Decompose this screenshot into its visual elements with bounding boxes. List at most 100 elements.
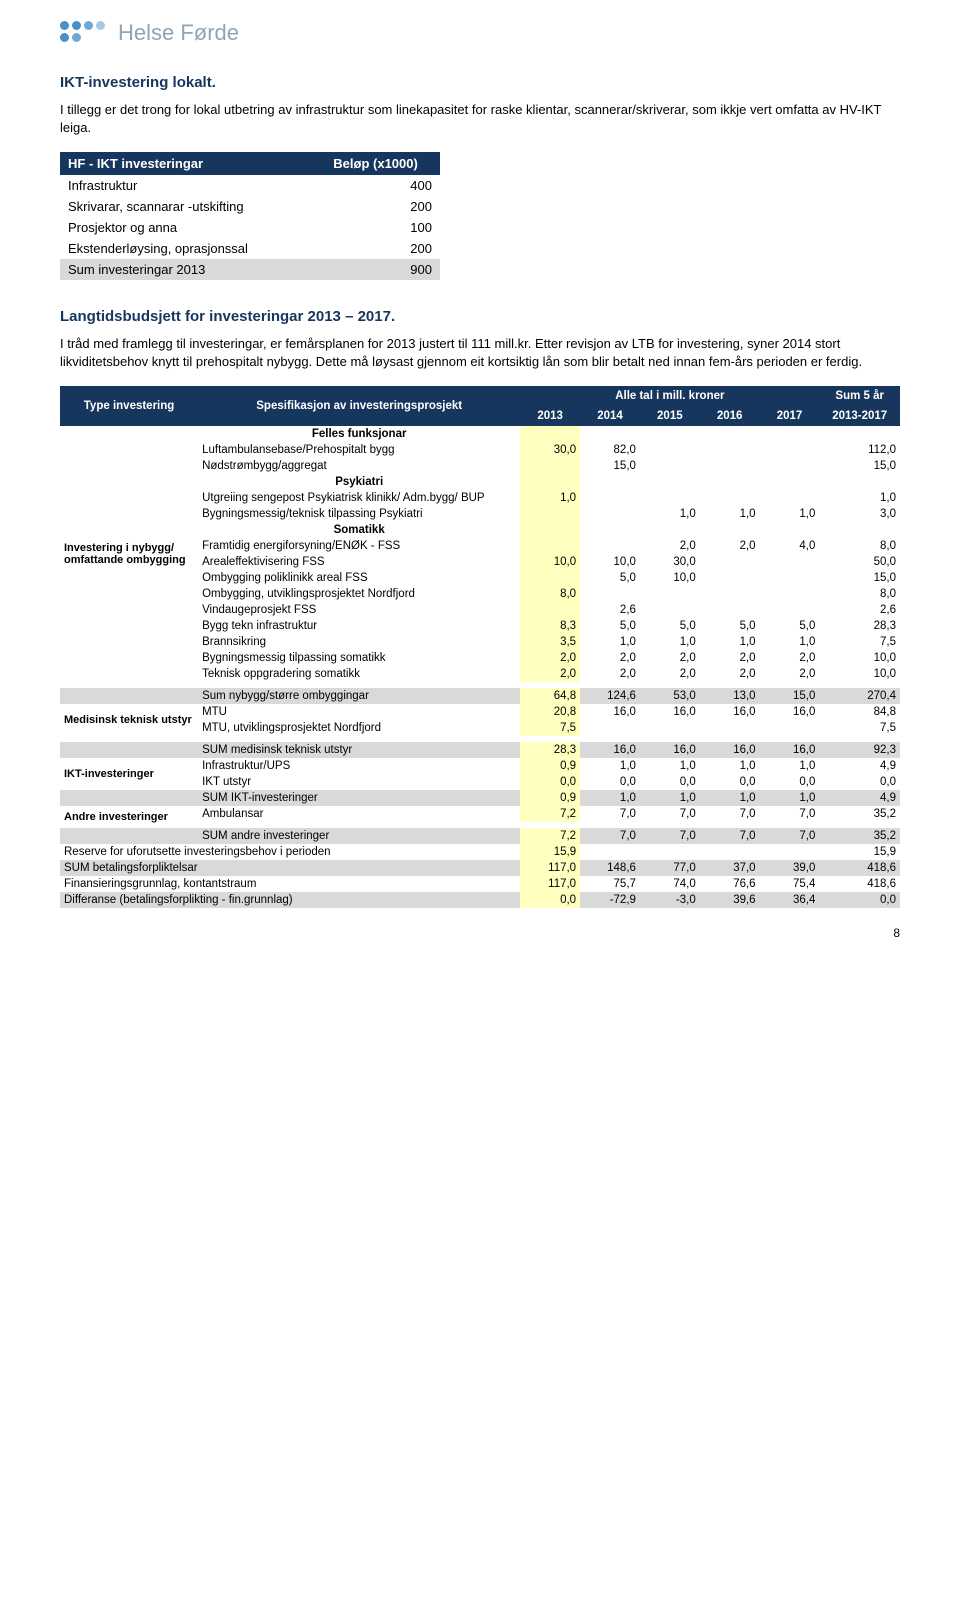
cell: 2,0 xyxy=(520,650,580,666)
cell-label: Sum investeringar 2013 xyxy=(60,259,311,280)
cell: 418,6 xyxy=(819,876,900,892)
cell: 1,0 xyxy=(700,634,760,650)
cell: 124,6 xyxy=(580,688,640,704)
cell-value: 400 xyxy=(311,175,440,196)
cell: 8,0 xyxy=(819,586,900,602)
cell: 30,0 xyxy=(520,442,580,458)
sum-row: SUM IKT-investeringer0,91,01,01,01,04,9 xyxy=(60,790,900,806)
cell-label: Arealeffektivisering FSS xyxy=(198,554,520,570)
cell-label: Infrastruktur xyxy=(60,175,311,196)
cell: 8,0 xyxy=(819,538,900,554)
cell xyxy=(760,458,820,474)
table-row: IKT-investeringer Infrastruktur/UPS0,91,… xyxy=(60,758,900,774)
th-year: 2016 xyxy=(700,406,760,426)
type-label: Investering i nybygg/ omfattande ombyggi… xyxy=(60,426,198,682)
cell-label: Ombygging poliklinikk areal FSS xyxy=(198,570,520,586)
cell-label: Ombygging, utviklingsprosjektet Nordfjor… xyxy=(198,586,520,602)
cell: 0,0 xyxy=(819,774,900,790)
cell xyxy=(640,720,700,736)
cell xyxy=(640,602,700,618)
section-header: Psykiatri xyxy=(198,474,520,490)
cell: 64,8 xyxy=(520,688,580,704)
th-year: 2014 xyxy=(580,406,640,426)
cell xyxy=(700,602,760,618)
cell: 84,8 xyxy=(819,704,900,720)
cell: 82,0 xyxy=(580,442,640,458)
cell: 1,0 xyxy=(819,490,900,506)
cell xyxy=(640,442,700,458)
cell: 16,0 xyxy=(580,704,640,720)
footer-row: Reserve for uforutsette investeringsbeho… xyxy=(60,844,900,860)
cell: 7,5 xyxy=(520,720,580,736)
cell: 1,0 xyxy=(580,758,640,774)
cell: 2,0 xyxy=(580,666,640,682)
footer-row: SUM betalingsforpliktelsar117,0148,677,0… xyxy=(60,860,900,876)
cell: 4,0 xyxy=(760,538,820,554)
section2-heading: Langtidsbudsjett for investeringar 2013 … xyxy=(60,308,900,325)
table-row: Investering i nybygg/ omfattande ombyggi… xyxy=(60,426,900,442)
cell-label: IKT utstyr xyxy=(198,774,520,790)
th-spec: Spesifikasjon av investeringsprosjekt xyxy=(198,386,520,426)
cell: 28,3 xyxy=(819,618,900,634)
cell xyxy=(640,490,700,506)
cell: 7,0 xyxy=(700,806,760,822)
cell: 15,0 xyxy=(819,570,900,586)
cell: 117,0 xyxy=(520,876,580,892)
cell: 35,2 xyxy=(819,806,900,822)
cell xyxy=(700,570,760,586)
cell: 16,0 xyxy=(580,742,640,758)
cell: 2,0 xyxy=(700,538,760,554)
cell: 7,0 xyxy=(580,806,640,822)
cell xyxy=(760,602,820,618)
cell-label: Ekstenderløysing, oprasjonssal xyxy=(60,238,311,259)
cell: 5,0 xyxy=(760,618,820,634)
cell xyxy=(640,458,700,474)
cell-label: SUM andre investeringer xyxy=(198,828,520,844)
cell: 7,0 xyxy=(580,828,640,844)
cell: 148,6 xyxy=(580,860,640,876)
tbl1-head-right: Beløp (x1000) xyxy=(311,152,440,175)
cell: 5,0 xyxy=(580,618,640,634)
cell: 1,0 xyxy=(760,758,820,774)
table-row: Skrivarar, scannarar -utskifting200 xyxy=(60,196,440,217)
cell-label: SUM medisinsk teknisk utstyr xyxy=(198,742,520,758)
th-sum5-caption: Sum 5 år xyxy=(819,386,900,406)
cell: 15,9 xyxy=(819,844,900,860)
cell: 16,0 xyxy=(760,742,820,758)
cell xyxy=(760,844,820,860)
cell xyxy=(760,586,820,602)
table-row: Ekstenderløysing, oprasjonssal200 xyxy=(60,238,440,259)
cell-label: Luftambulansebase/Prehospitalt bygg xyxy=(198,442,520,458)
cell xyxy=(700,720,760,736)
cell: 1,0 xyxy=(640,758,700,774)
cell: 74,0 xyxy=(640,876,700,892)
type-label: Andre investeringer xyxy=(60,806,198,828)
cell: 50,0 xyxy=(819,554,900,570)
type-label: IKT-investeringer xyxy=(60,758,198,790)
cell: 37,0 xyxy=(700,860,760,876)
cell: 8,3 xyxy=(520,618,580,634)
cell: 4,9 xyxy=(819,790,900,806)
cell: 1,0 xyxy=(520,490,580,506)
cell: 39,6 xyxy=(700,892,760,908)
logo-dots xyxy=(60,21,108,45)
cell: 76,6 xyxy=(700,876,760,892)
cell xyxy=(580,586,640,602)
longterm-budget-table: Type investering Spesifikasjon av invest… xyxy=(60,386,900,908)
cell xyxy=(520,602,580,618)
cell: 0,0 xyxy=(700,774,760,790)
cell: 7,0 xyxy=(760,806,820,822)
cell: 3,0 xyxy=(819,506,900,522)
cell: 7,5 xyxy=(819,720,900,736)
footer-row: Finansieringsgrunnlag, kontantstraum117,… xyxy=(60,876,900,892)
section-header: Somatikk xyxy=(198,522,520,538)
cell: 1,0 xyxy=(640,790,700,806)
cell: 1,0 xyxy=(640,634,700,650)
cell: 2,0 xyxy=(640,538,700,554)
cell xyxy=(640,586,700,602)
page-number: 8 xyxy=(60,926,900,940)
cell-label: Brannsikring xyxy=(198,634,520,650)
cell: 1,0 xyxy=(580,790,640,806)
cell: 16,0 xyxy=(760,704,820,720)
cell xyxy=(700,554,760,570)
